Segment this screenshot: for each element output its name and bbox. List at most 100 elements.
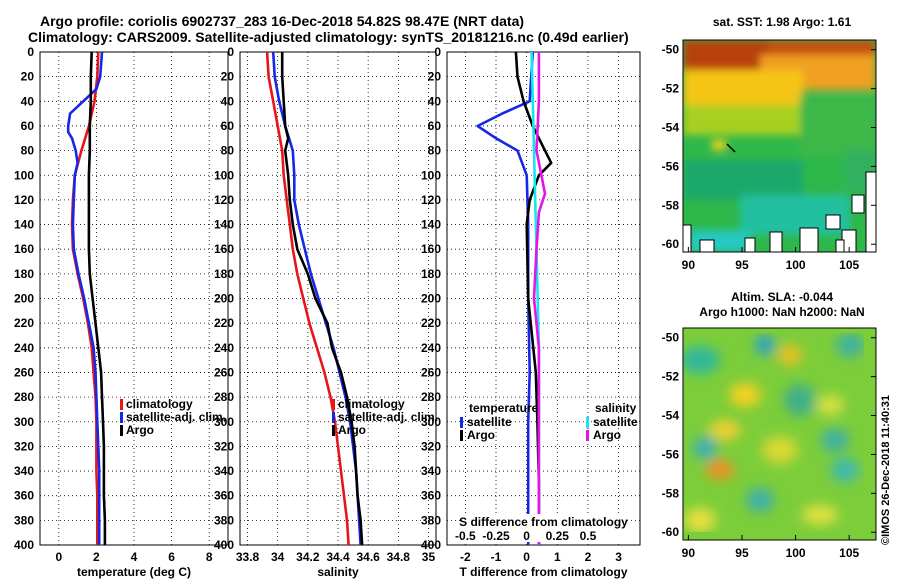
depth-tick-label: 260 xyxy=(14,365,34,379)
figure-title-line1: Argo profile: coriolis 6902737_283 16-De… xyxy=(40,13,524,29)
legend-label: Argo xyxy=(467,428,495,442)
sla-map-frame xyxy=(682,327,877,541)
x-tick-label: 34.6 xyxy=(356,550,380,564)
difference-panel: 0204060801001201401601802002202402602803… xyxy=(421,45,641,579)
depth-tick-label: 140 xyxy=(214,218,234,232)
depth-tick-label: 200 xyxy=(421,292,441,306)
depth-tick-label: 120 xyxy=(14,193,34,207)
x-tick-label: 33.8 xyxy=(236,550,260,564)
legend-swatch xyxy=(332,412,335,423)
x-tick-label: 4 xyxy=(131,550,138,564)
depth-tick-label: 20 xyxy=(221,70,235,84)
depth-tick-label: 240 xyxy=(214,341,234,355)
x-tick-label: 0 xyxy=(523,550,530,564)
x-axis-label: T difference from climatology xyxy=(459,565,627,579)
s-axis-background xyxy=(461,514,627,542)
legend-swatch xyxy=(120,425,123,436)
x-axis-label: temperature (deg C) xyxy=(77,565,191,579)
x-tick-label: 34.2 xyxy=(296,550,320,564)
legend-swatch xyxy=(332,425,335,436)
s-axis-label: S difference from climatology xyxy=(459,515,628,529)
depth-tick-label: 20 xyxy=(21,70,35,84)
depth-tick-label: 140 xyxy=(14,218,34,232)
depth-tick-label: 60 xyxy=(428,119,442,133)
depth-tick-label: 240 xyxy=(421,341,441,355)
depth-tick-label: 220 xyxy=(14,316,34,330)
depth-tick-label: 40 xyxy=(221,94,235,108)
legend-swatch xyxy=(460,417,463,428)
x-tick-label: -1 xyxy=(491,550,502,564)
depth-tick-label: 60 xyxy=(221,119,235,133)
depth-tick-label: 360 xyxy=(214,489,234,503)
map-y-tick-label: -58 xyxy=(662,486,680,500)
map-x-tick-label: 90 xyxy=(682,258,696,272)
s-tick-label: -0.25 xyxy=(482,529,510,543)
depth-tick-label: 60 xyxy=(21,119,35,133)
s-tick-label: 0.5 xyxy=(580,529,597,543)
depth-tick-label: 140 xyxy=(421,218,441,232)
depth-tick-label: 0 xyxy=(434,45,441,59)
depth-tick-label: 180 xyxy=(214,267,234,281)
depth-tick-label: 120 xyxy=(421,193,441,207)
legend-swatch xyxy=(332,399,335,410)
depth-tick-label: 320 xyxy=(214,439,234,453)
depth-tick-label: 280 xyxy=(214,390,234,404)
depth-tick-label: 340 xyxy=(421,464,441,478)
x-tick-label: 1 xyxy=(554,550,561,564)
depth-tick-label: 120 xyxy=(214,193,234,207)
series-line-argo xyxy=(280,52,364,546)
depth-tick-label: 300 xyxy=(214,415,234,429)
x-tick-label: -2 xyxy=(460,550,471,564)
depth-tick-label: 380 xyxy=(14,513,34,527)
legend-swatch xyxy=(586,430,589,441)
map-y-tick-label: -54 xyxy=(662,409,680,423)
depth-tick-label: 0 xyxy=(227,45,234,59)
depth-tick-label: 300 xyxy=(421,415,441,429)
sla-map-subtitle: Argo h1000: NaN h2000: NaN xyxy=(699,305,864,319)
x-tick-label: 35 xyxy=(422,550,436,564)
map-x-tick-label: 105 xyxy=(839,258,859,272)
depth-tick-label: 100 xyxy=(214,168,234,182)
legend-label: satellite xyxy=(467,415,512,429)
series-line-satellite-adj-clim- xyxy=(66,51,104,545)
x-axis-label: salinity xyxy=(317,565,359,579)
x-tick-label: 34.8 xyxy=(387,550,411,564)
legend-label: Argo xyxy=(338,423,366,437)
s-tick-label: 0 xyxy=(523,529,530,543)
map-x-tick-label: 105 xyxy=(839,546,859,560)
depth-tick-label: 100 xyxy=(421,168,441,182)
sst-heatmap xyxy=(683,40,876,252)
x-tick-label: 2 xyxy=(585,550,592,564)
map-y-tick-label: -50 xyxy=(662,331,680,345)
map-y-tick-label: -54 xyxy=(662,121,680,135)
map-y-tick-label: -56 xyxy=(662,159,680,173)
series-line-argo xyxy=(87,51,107,545)
depth-tick-label: 240 xyxy=(14,341,34,355)
sla-heatmap xyxy=(683,328,876,540)
sst-map-frame xyxy=(682,39,877,253)
depth-tick-label: 220 xyxy=(214,316,234,330)
x-tick-label: 2 xyxy=(93,550,100,564)
sla-map-axes: 90 95 100 105 -50 -52 -54 -56 -58 -60 xyxy=(662,331,876,560)
depth-tick-label: 360 xyxy=(14,489,34,503)
legend-label: satellite xyxy=(593,415,638,429)
depth-tick-label: 20 xyxy=(428,70,442,84)
argo-position-marker xyxy=(726,143,736,153)
depth-tick-label: 160 xyxy=(14,242,34,256)
depth-tick-label: 360 xyxy=(421,489,441,503)
map-x-tick-label: 95 xyxy=(735,258,749,272)
x-tick-label: 6 xyxy=(168,550,175,564)
depth-tick-label: 320 xyxy=(14,439,34,453)
depth-tick-label: 80 xyxy=(428,144,442,158)
legend-label: satellite-adj. clim. xyxy=(126,410,226,424)
depth-tick-label: 100 xyxy=(14,168,34,182)
depth-tick-label: 220 xyxy=(421,316,441,330)
map-x-tick-label: 100 xyxy=(786,258,806,272)
legend-swatch xyxy=(120,412,123,423)
map-y-tick-label: -60 xyxy=(662,237,680,251)
depth-tick-label: 380 xyxy=(421,513,441,527)
depth-tick-label: 200 xyxy=(214,292,234,306)
series-line-climatology xyxy=(265,51,350,546)
legend-label: Argo xyxy=(593,428,621,442)
map-y-tick-label: -52 xyxy=(662,82,680,96)
